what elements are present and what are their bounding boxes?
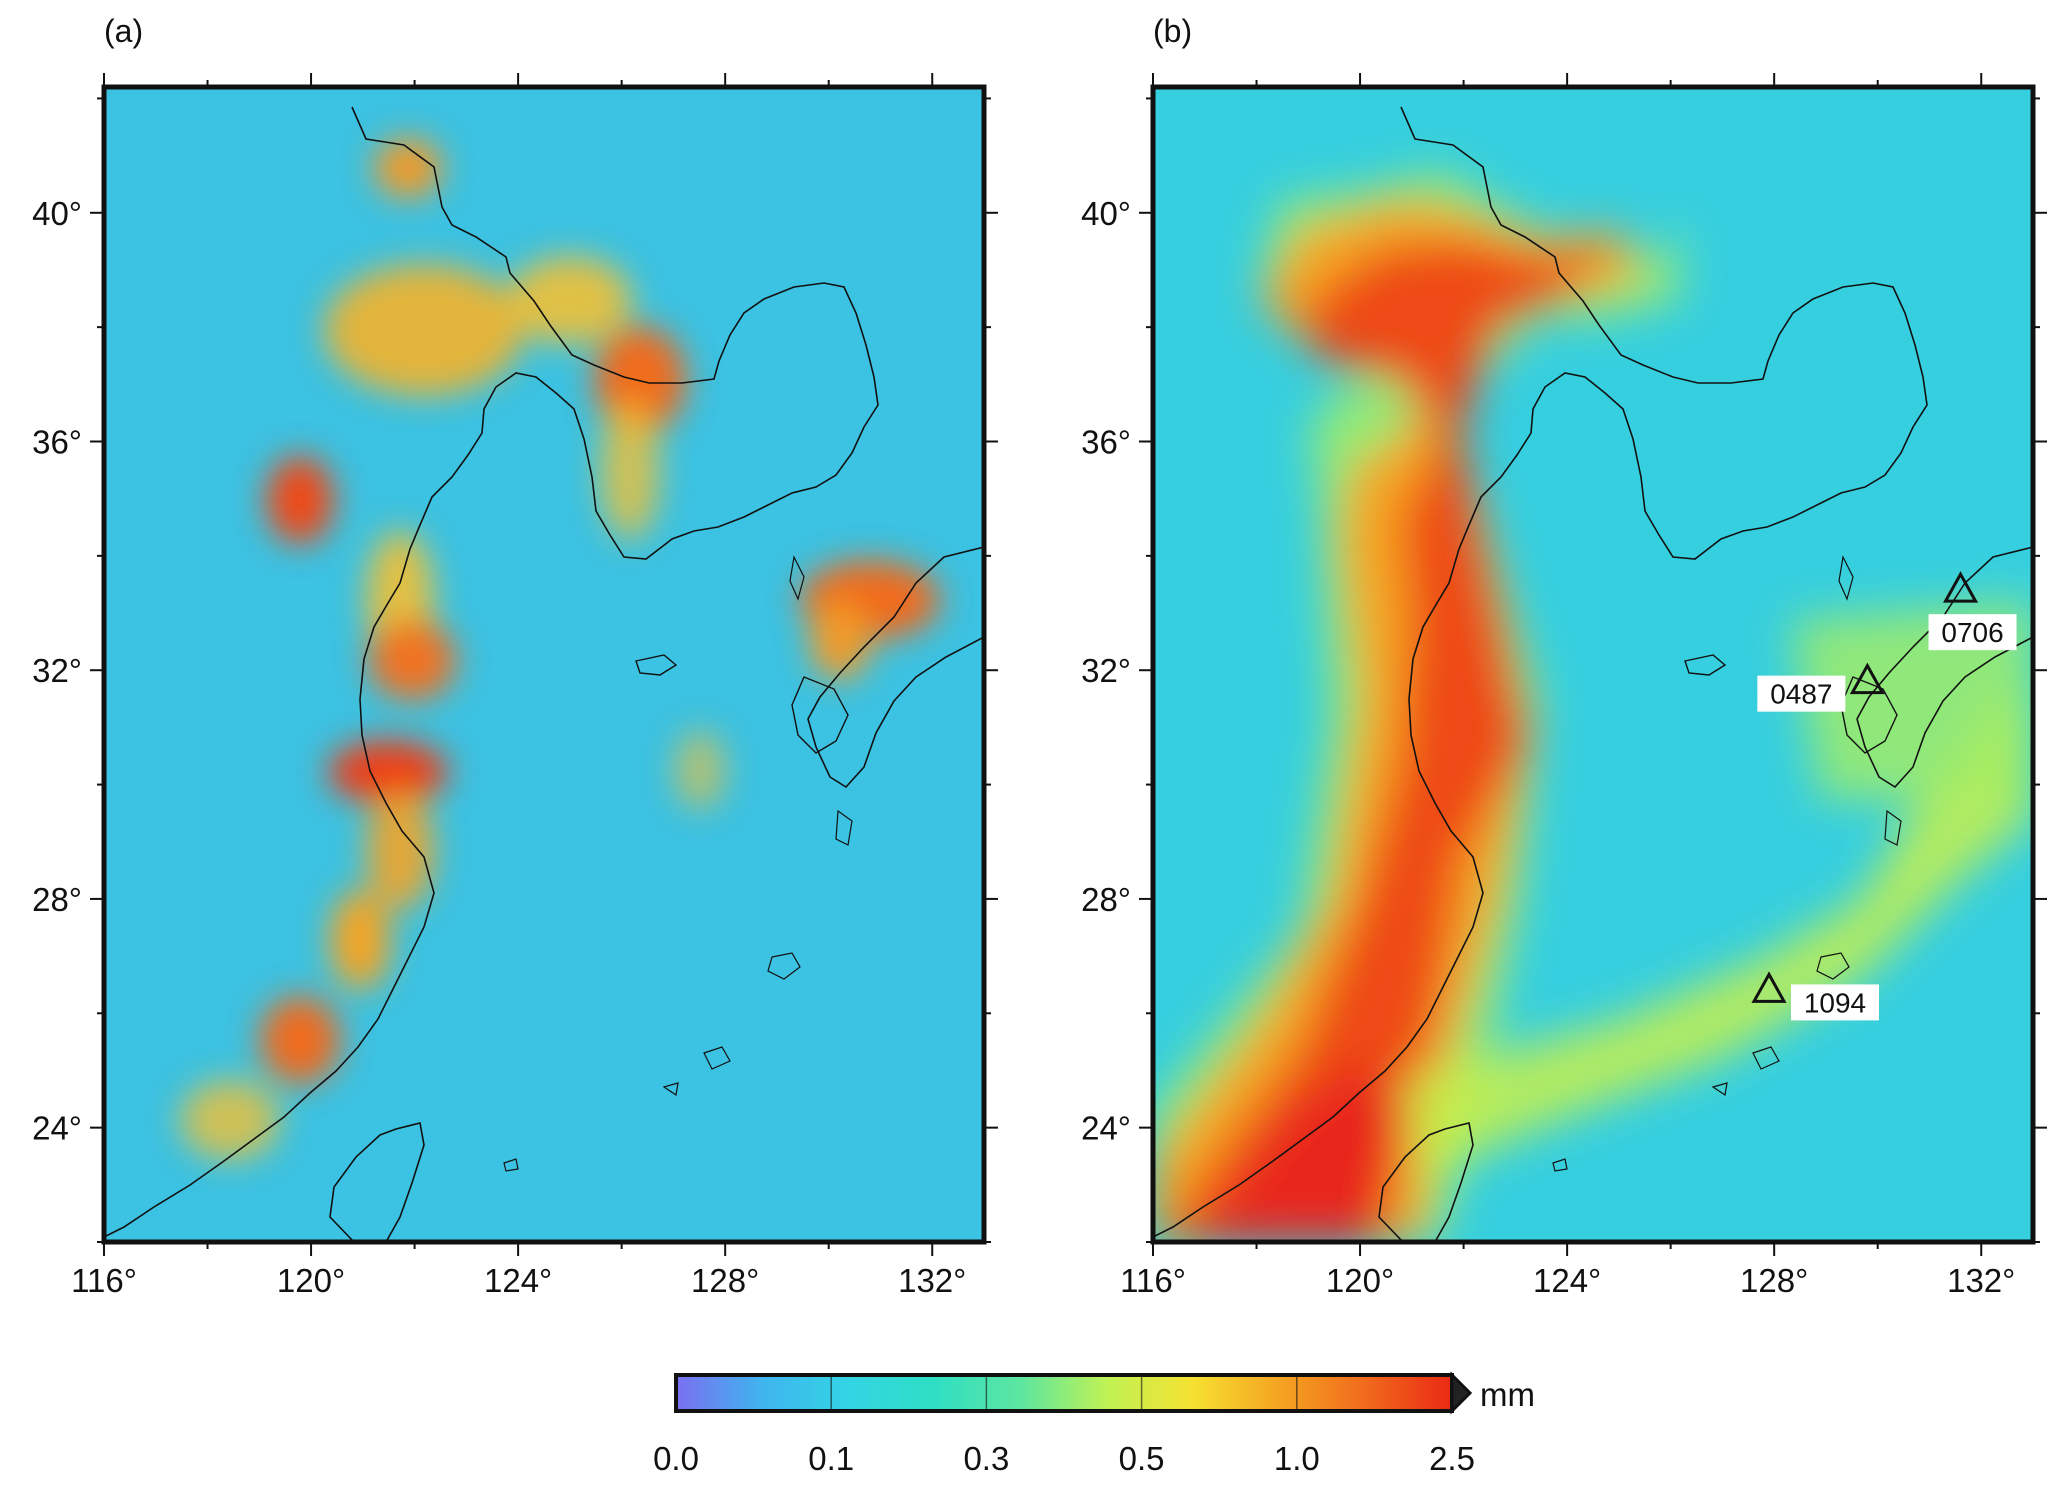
station-label: 0487: [1770, 679, 1832, 710]
colorbar-unit: mm: [1480, 1376, 1535, 1413]
colorbar-overflow-triangle: [1450, 1371, 1473, 1415]
colorbar: 0.0 0.1 0.3 0.5 1.0 2.5 mm: [653, 1371, 1535, 1477]
panel-a: (a) 116° 1: [32, 13, 998, 1299]
y-tick-label: 24°: [32, 1110, 82, 1147]
colorbar-tick-label: 0.0: [653, 1440, 699, 1477]
y-tick-label: 28°: [1081, 881, 1131, 918]
panel-a-ticks: 116° 120° 124° 128° 132° 40° 36° 32° 28° 24°: [32, 73, 998, 1299]
panel-b-frame: [1150, 84, 2036, 1245]
y-tick-label: 40°: [1081, 195, 1131, 232]
colorbar-tick-label: 1.0: [1274, 1440, 1320, 1477]
x-tick-label: 120°: [1326, 1262, 1394, 1299]
x-tick-label: 132°: [898, 1262, 966, 1299]
colorbar-tick-label: 0.1: [808, 1440, 854, 1477]
colorbar-tick-label: 2.5: [1429, 1440, 1475, 1477]
panel-a-hotspots: [180, 138, 940, 1160]
panel-b-label: (b): [1153, 13, 1192, 49]
panel-b: (b) 0706 0487 1094 116° 120° 124° 128° 132° 40°…: [1081, 13, 2047, 1299]
station-label: 0706: [1941, 617, 2003, 648]
x-tick-label: 128°: [691, 1262, 759, 1299]
station-label: 1094: [1804, 987, 1866, 1018]
station-label-box: [1928, 614, 2017, 651]
station-label-box: [1757, 675, 1846, 712]
x-tick-label: 124°: [1533, 1262, 1601, 1299]
x-tick-label: 132°: [1947, 1262, 2015, 1299]
panel-a-frame: [101, 84, 987, 1245]
panel-a-label: (a): [104, 13, 143, 49]
y-tick-label: 32°: [1081, 652, 1131, 689]
station-triangle-icon: [1751, 971, 1787, 1003]
colorbar-ramp: [674, 1373, 1454, 1413]
y-tick-label: 24°: [1081, 1110, 1131, 1147]
panel-b-stations: 0706 0487 1094: [1751, 571, 2017, 1021]
x-tick-label: 116°: [71, 1262, 137, 1299]
colorbar-tick-label: 0.5: [1119, 1440, 1165, 1477]
x-tick-label: 116°: [1120, 1262, 1186, 1299]
y-tick-label: 32°: [32, 652, 82, 689]
y-tick-label: 28°: [32, 881, 82, 918]
x-tick-label: 120°: [277, 1262, 345, 1299]
station-label-box: [1791, 984, 1879, 1021]
y-tick-label: 36°: [1081, 424, 1131, 461]
y-tick-label: 36°: [32, 424, 82, 461]
colorbar-ticks: 0.0 0.1 0.3 0.5 1.0 2.5: [653, 1375, 1475, 1477]
x-tick-label: 124°: [484, 1262, 552, 1299]
y-tick-label: 40°: [32, 195, 82, 232]
panel-b-ticks: 116° 120° 124° 128° 132° 40° 36° 32° 28° 24°: [1081, 73, 2047, 1299]
station-triangle-icon: [1849, 662, 1885, 695]
station-triangle-icon: [1942, 571, 1979, 603]
colorbar-tick-label: 0.3: [963, 1440, 1009, 1477]
x-tick-label: 128°: [1740, 1262, 1808, 1299]
